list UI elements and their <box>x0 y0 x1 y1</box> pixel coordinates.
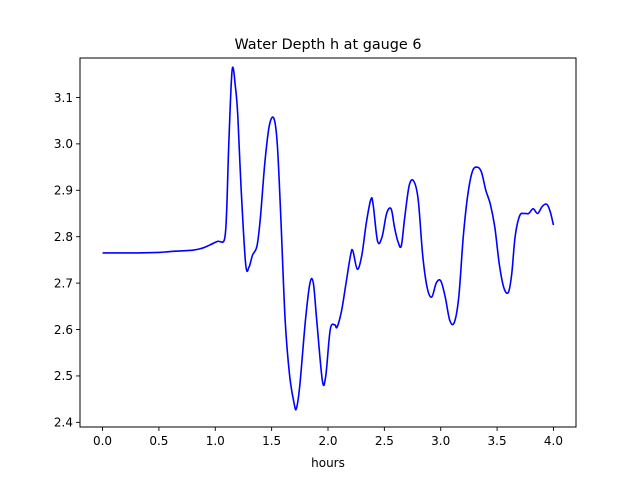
x-tick-label: 2.0 <box>318 434 337 448</box>
x-tick-label: 0.0 <box>93 434 112 448</box>
chart-title: Water Depth h at gauge 6 <box>234 37 421 53</box>
y-tick-label: 2.6 <box>54 323 73 337</box>
x-tick-label: 1.5 <box>262 434 281 448</box>
y-tick-label: 2.4 <box>54 416 73 430</box>
y-tick-label: 2.7 <box>54 276 73 290</box>
x-axis: 0.0 0.5 1.0 1.5 2.0 2.5 3.0 3.5 4.0 <box>93 427 563 448</box>
series-layer <box>102 66 555 411</box>
x-tick-label: 2.5 <box>375 434 394 448</box>
x-axis-label: hours <box>311 456 345 470</box>
y-axis: 2.4 2.5 2.6 2.7 2.8 2.9 3.0 3.1 <box>54 91 80 430</box>
y-tick-label: 2.8 <box>54 230 73 244</box>
x-tick-label: 0.5 <box>149 434 168 448</box>
y-tick-label: 2.9 <box>54 184 73 198</box>
y-tick-label: 3.0 <box>54 137 73 151</box>
x-tick-label: 4.0 <box>544 434 563 448</box>
y-tick-label: 2.5 <box>54 369 73 383</box>
x-tick-label: 3.0 <box>431 434 450 448</box>
series-line-0 <box>102 66 555 411</box>
x-tick-label: 3.5 <box>488 434 507 448</box>
x-tick-label: 1.0 <box>206 434 225 448</box>
y-tick-label: 3.1 <box>54 91 73 105</box>
